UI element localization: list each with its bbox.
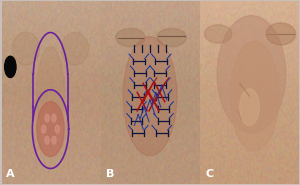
Circle shape [52,114,56,122]
Text: C: C [206,169,214,179]
Ellipse shape [204,25,232,43]
Circle shape [4,56,16,78]
Ellipse shape [240,89,259,125]
Ellipse shape [230,41,279,151]
Text: A: A [6,169,15,179]
Ellipse shape [123,37,177,156]
Text: B: B [106,169,114,179]
Ellipse shape [37,47,64,138]
Circle shape [41,125,46,133]
Ellipse shape [266,23,296,45]
Ellipse shape [217,16,286,133]
Ellipse shape [12,32,40,65]
Circle shape [55,125,59,133]
Circle shape [45,136,49,144]
Ellipse shape [157,28,186,47]
Circle shape [45,114,49,122]
Ellipse shape [37,102,64,157]
Ellipse shape [116,28,145,47]
Ellipse shape [61,32,89,65]
Circle shape [52,136,56,144]
